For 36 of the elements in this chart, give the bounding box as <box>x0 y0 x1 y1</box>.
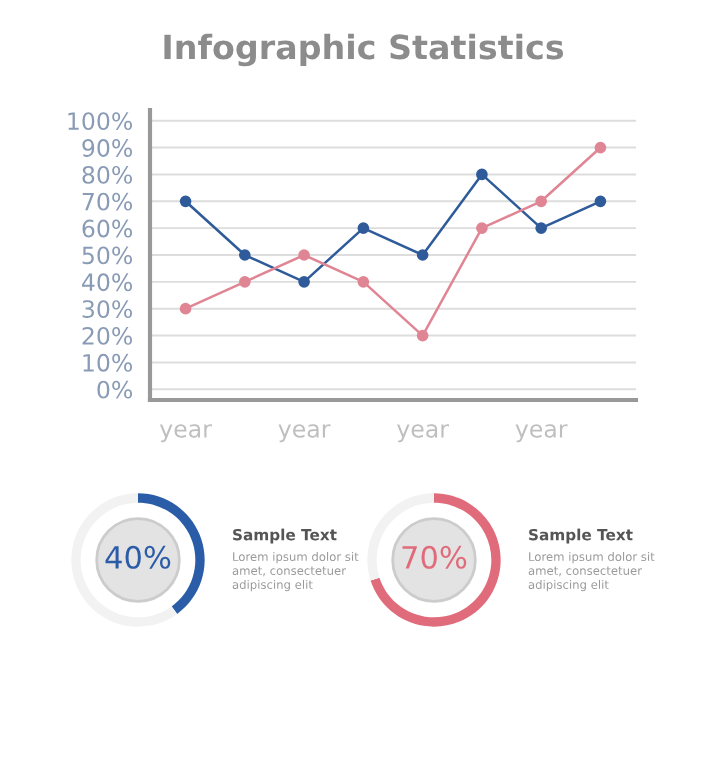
y-tick-label: 50% <box>82 246 133 265</box>
point <box>179 302 192 315</box>
data-label: 70% <box>402 545 467 569</box>
y-tick-label: 20% <box>82 327 133 345</box>
y-tick-label: 80% <box>82 165 133 184</box>
y-tick-label: 90% <box>82 139 133 157</box>
point <box>476 168 488 181</box>
point <box>179 195 192 208</box>
data-label: 40% <box>105 545 171 569</box>
point <box>357 222 370 234</box>
point <box>298 249 310 261</box>
point <box>298 276 310 288</box>
x-tick-label: year <box>278 424 331 443</box>
x-tick-label: year <box>515 424 568 443</box>
point <box>594 195 607 208</box>
point <box>416 329 429 342</box>
point <box>238 276 251 288</box>
y-tick-label: 40% <box>82 273 133 292</box>
donut-slice <box>71 493 178 627</box>
x-tick-label: year <box>397 424 449 443</box>
y-tick-label: 60% <box>82 219 133 238</box>
y-tick-label: 70% <box>82 192 133 211</box>
point <box>535 222 547 234</box>
chart-title: Infographic Statistics <box>164 33 564 67</box>
y-tick-label: 0% <box>97 380 133 399</box>
x-tick-label: year <box>159 424 212 443</box>
point <box>535 195 547 208</box>
y-tick-label: 10% <box>83 353 133 372</box>
donut-slice <box>370 493 501 627</box>
y-tick-label: 100% <box>68 112 133 131</box>
point <box>594 141 607 154</box>
point <box>238 249 251 261</box>
y-tick-label: 30% <box>82 300 133 319</box>
point <box>476 222 488 234</box>
point <box>416 249 429 261</box>
point <box>357 276 370 288</box>
